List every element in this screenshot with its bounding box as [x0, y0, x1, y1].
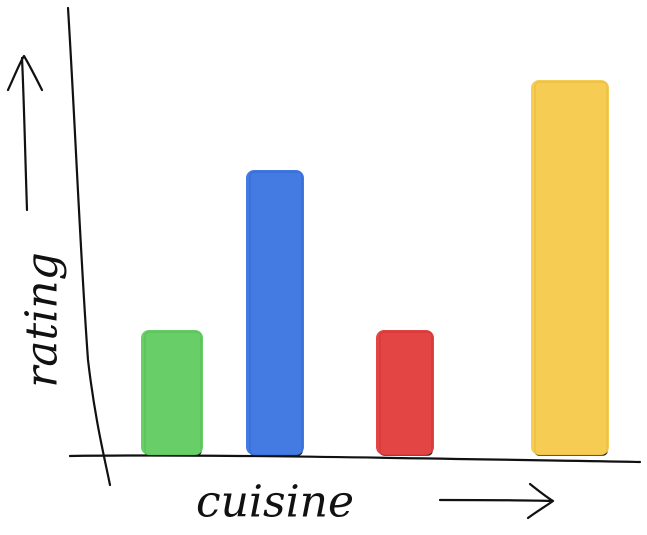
x-axis: [68, 454, 642, 464]
x-axis-label: cuisine: [196, 477, 354, 528]
bar: [141, 330, 203, 455]
bar: [376, 330, 434, 455]
bar: [246, 170, 304, 455]
y-arrow: [6, 54, 44, 212]
bar: [531, 80, 609, 455]
y-axis-label: rating: [17, 252, 68, 388]
bars: [141, 80, 609, 456]
y-axis: [66, 6, 112, 487]
x-arrow: [438, 482, 555, 520]
